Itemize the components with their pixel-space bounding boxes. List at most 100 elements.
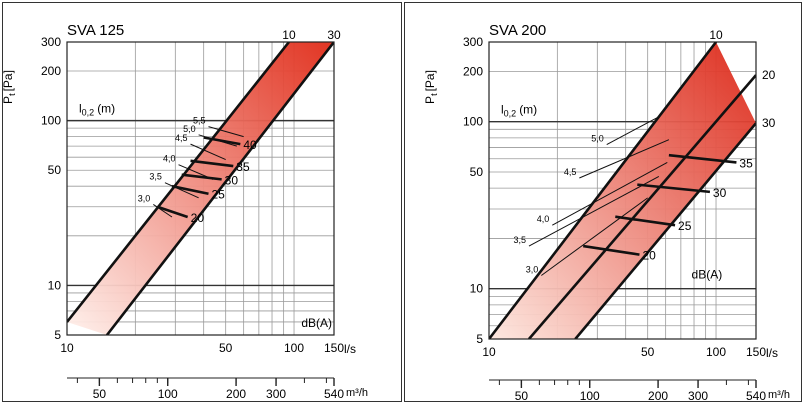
y-tick-label: 100 xyxy=(41,114,61,128)
y-tick-label: 300 xyxy=(41,35,61,49)
noise-label: 20 xyxy=(191,211,205,225)
noise-line xyxy=(203,136,241,146)
throw-distance-unit: (m) xyxy=(97,102,115,116)
plot-border xyxy=(488,41,757,340)
band-line xyxy=(527,74,756,339)
noise-unit-label: dB(A) xyxy=(301,316,332,330)
noise-line xyxy=(171,184,209,196)
x-tick-label: 100 xyxy=(284,341,304,355)
throw-line xyxy=(208,126,244,138)
y-axis-label-sub: t xyxy=(7,93,17,96)
y-tick-label: 200 xyxy=(41,64,61,78)
throw-distance-sub: 0,2 xyxy=(504,109,517,119)
y-axis-label-unit: [Pa] xyxy=(423,70,437,91)
noise-unit-label: dB(A) xyxy=(692,268,723,282)
secondary-x-tick-label: 100 xyxy=(158,387,178,401)
x-tick-label: 10 xyxy=(60,341,74,355)
y-tick-label: 5 xyxy=(54,328,61,342)
throw-label: 4,5 xyxy=(175,133,188,143)
y-tick-label: 50 xyxy=(470,165,484,179)
y-tick-label: 5 xyxy=(476,332,483,346)
throw-line xyxy=(579,139,670,179)
secondary-x-tick-label: 300 xyxy=(266,387,286,401)
throw-label: 3,0 xyxy=(138,193,151,203)
secondary-axis-unit: m³/h xyxy=(346,387,368,399)
secondary-x-tick-label: 200 xyxy=(226,387,246,401)
y-axis-label-sub: t xyxy=(429,93,439,96)
secondary-axis xyxy=(67,377,335,386)
throw-line xyxy=(552,162,668,226)
chart-frame-left xyxy=(2,2,402,402)
throw-label: 5,0 xyxy=(591,134,604,144)
noise-line xyxy=(190,159,234,168)
noise-label: 35 xyxy=(739,156,753,170)
throw-label: 4,0 xyxy=(163,154,176,164)
throw-line xyxy=(528,176,660,247)
noise-line xyxy=(156,205,189,219)
throw-label: 4,0 xyxy=(537,214,550,224)
throw-line xyxy=(541,197,648,276)
throw-label: 4,5 xyxy=(564,167,577,177)
y-tick-label: 10 xyxy=(48,278,62,292)
noise-label: 25 xyxy=(678,219,692,233)
throw-distance-main: l xyxy=(501,103,504,117)
plot-border xyxy=(66,41,335,336)
band-group xyxy=(67,42,334,335)
secondary-x-tick-label: 50 xyxy=(93,387,107,401)
throw-label: 3,5 xyxy=(149,172,162,182)
throw-line xyxy=(190,143,226,161)
secondary-x-tick-label: 540 xyxy=(324,387,344,401)
y-axis-label: Pt [Pa] xyxy=(1,70,17,104)
band-label: 30 xyxy=(327,28,341,42)
band-label: 10 xyxy=(282,28,296,42)
y-tick-label: 50 xyxy=(48,163,62,177)
throw-line xyxy=(153,204,173,218)
throw-label: 3,0 xyxy=(526,264,539,274)
x-tick-label: 150 xyxy=(746,345,766,359)
noise-line xyxy=(181,173,222,181)
noise-label: 20 xyxy=(642,249,656,263)
throw-distance-label: l0,2 (m) xyxy=(79,102,115,118)
chart-frame-right xyxy=(404,2,802,402)
throw-distance-main: l xyxy=(79,102,82,116)
x-axis-unit: l/s xyxy=(344,342,356,356)
y-tick-label: 100 xyxy=(463,115,483,129)
y-tick-label: 10 xyxy=(470,282,484,296)
band-label: 30 xyxy=(762,116,776,130)
band-line xyxy=(489,42,718,339)
noise-line xyxy=(615,215,676,227)
secondary-axis-unit: m³/h xyxy=(768,389,790,401)
noise-label: 35 xyxy=(236,160,250,174)
band-line xyxy=(574,122,756,339)
x-tick-label: 100 xyxy=(706,345,726,359)
y-tick-label: 200 xyxy=(463,64,483,78)
noise-label: 30 xyxy=(225,173,239,187)
band-label: 10 xyxy=(709,28,723,42)
throw-line xyxy=(164,182,199,199)
x-tick-label: 50 xyxy=(219,341,233,355)
x-tick-label: 150 xyxy=(324,341,344,355)
y-axis-label-main: P xyxy=(423,96,437,104)
secondary-axis xyxy=(489,379,757,388)
band-label: 20 xyxy=(762,68,776,82)
secondary-x-tick-label: 50 xyxy=(515,389,529,403)
throw-distance-unit: (m) xyxy=(519,103,537,117)
y-axis-label-unit: [Pa] xyxy=(1,70,15,91)
x-tick-label: 10 xyxy=(482,345,496,359)
throw-distance-label: l0,2 (m) xyxy=(501,103,537,119)
throw-label: 5,0 xyxy=(183,124,196,134)
band-line xyxy=(105,42,334,335)
noise-label: 25 xyxy=(211,188,225,202)
noise-label: 30 xyxy=(713,186,727,200)
band-area xyxy=(67,42,334,335)
secondary-x-tick-label: 100 xyxy=(580,389,600,403)
secondary-x-tick-label: 540 xyxy=(746,389,766,403)
band-group xyxy=(489,42,756,339)
chart-title: SVA 125 xyxy=(67,22,124,39)
noise-line xyxy=(583,244,640,256)
throw-distance-sub: 0,2 xyxy=(82,108,95,118)
throw-line xyxy=(606,116,660,145)
throw-label: 5,5 xyxy=(193,116,206,126)
secondary-x-tick-label: 200 xyxy=(648,389,668,403)
